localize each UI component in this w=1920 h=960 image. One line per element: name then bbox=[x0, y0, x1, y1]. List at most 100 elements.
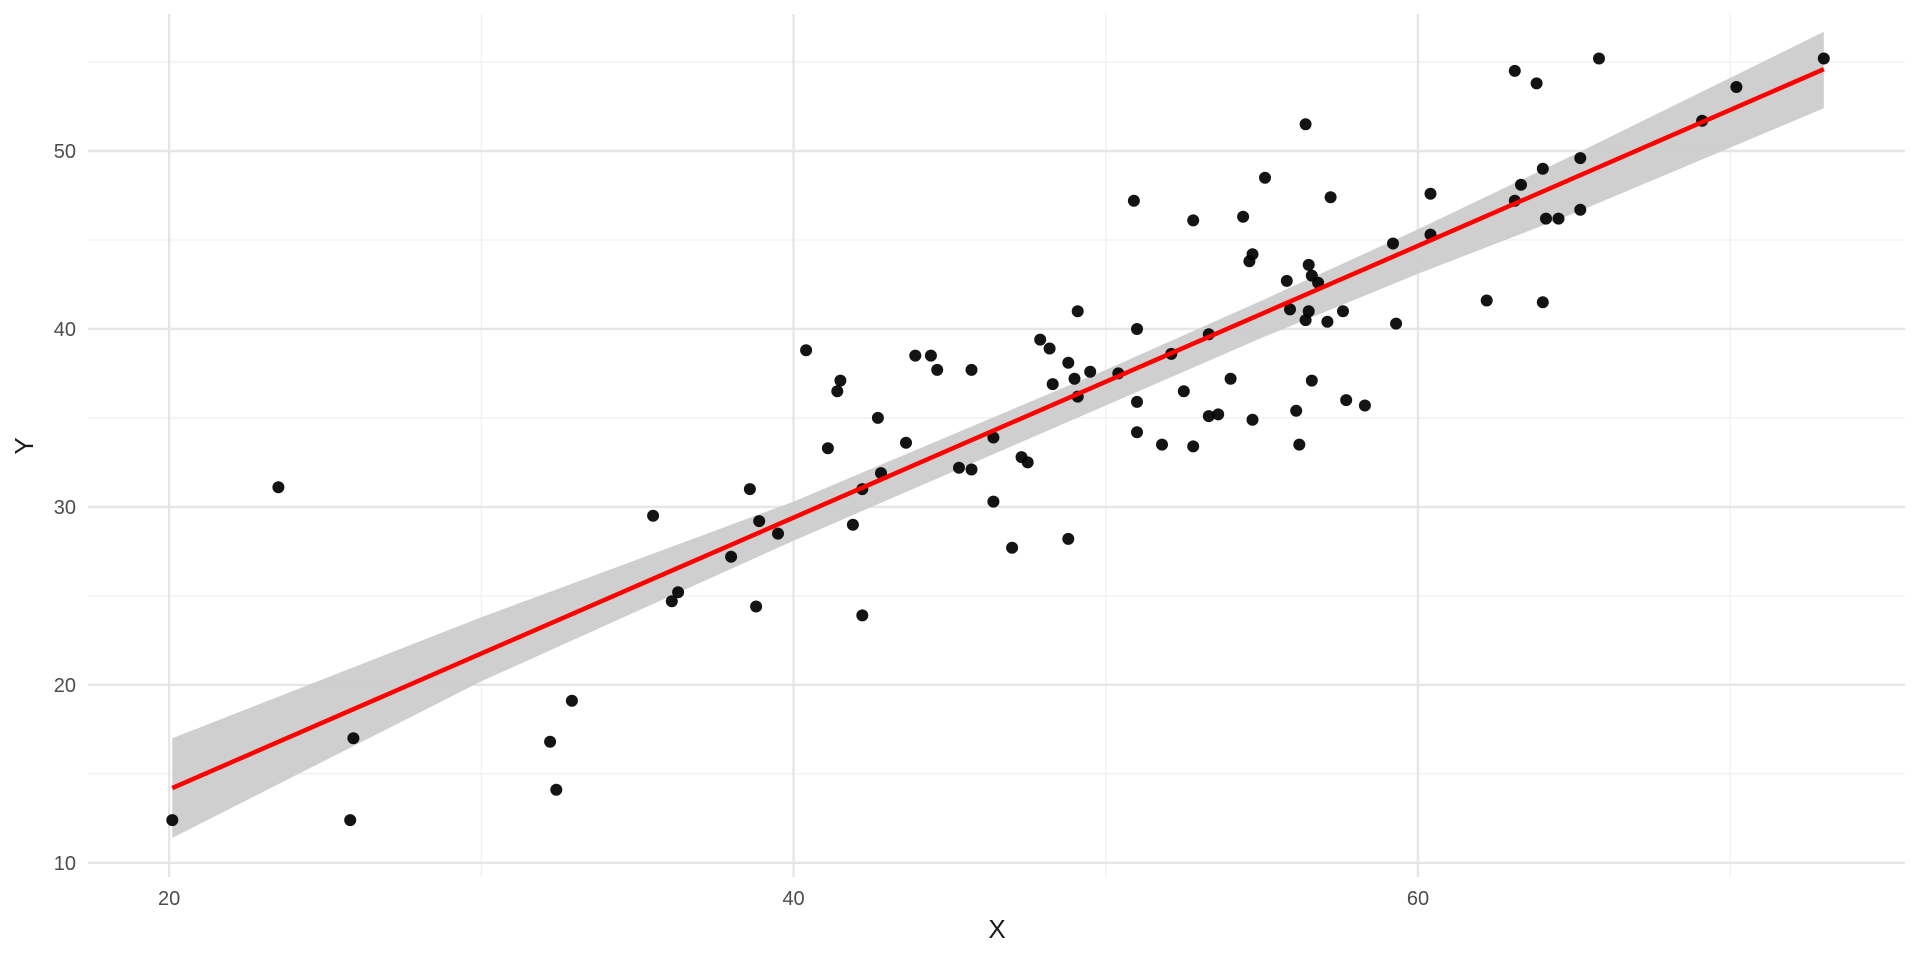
data-point bbox=[900, 436, 912, 449]
data-point bbox=[347, 732, 360, 745]
data-point bbox=[1817, 52, 1830, 65]
x-tick-label: 20 bbox=[158, 888, 180, 910]
y-axis-ticks: 10 20 30 40 50 bbox=[54, 141, 76, 875]
data-point bbox=[1387, 237, 1399, 250]
data-point bbox=[1536, 296, 1549, 309]
data-point bbox=[987, 495, 1000, 508]
fit-line bbox=[171, 67, 1825, 791]
y-tick-label: 10 bbox=[54, 853, 76, 875]
data-point bbox=[1177, 385, 1190, 398]
data-point bbox=[909, 349, 922, 362]
data-point bbox=[1302, 258, 1315, 271]
data-point bbox=[344, 814, 357, 827]
data-point bbox=[1305, 374, 1318, 387]
data-point bbox=[1006, 541, 1019, 554]
data-point bbox=[1021, 456, 1034, 469]
data-point bbox=[1508, 64, 1521, 77]
y-tick-label: 30 bbox=[54, 497, 76, 519]
data-point bbox=[1224, 372, 1237, 385]
data-point bbox=[1480, 294, 1493, 307]
data-point bbox=[1337, 305, 1349, 318]
data-point bbox=[965, 363, 978, 376]
data-point bbox=[725, 550, 738, 563]
y-tick-label: 20 bbox=[54, 675, 76, 697]
data-point bbox=[931, 363, 944, 376]
data-point bbox=[1131, 426, 1143, 439]
data-point bbox=[1593, 52, 1605, 65]
data-point bbox=[750, 600, 763, 613]
data-point bbox=[821, 442, 834, 455]
data-point bbox=[1259, 171, 1271, 184]
data-point bbox=[1574, 203, 1587, 216]
data-point bbox=[1536, 162, 1549, 175]
data-point bbox=[924, 349, 937, 362]
data-point bbox=[1212, 408, 1225, 421]
data-point bbox=[871, 411, 884, 424]
data-point bbox=[743, 483, 756, 496]
data-point bbox=[272, 481, 285, 494]
data-point bbox=[1202, 410, 1215, 423]
data-point bbox=[1530, 77, 1543, 90]
data-point bbox=[1187, 440, 1200, 453]
data-point bbox=[1156, 438, 1168, 451]
data-point bbox=[1062, 356, 1075, 369]
x-tick-label: 60 bbox=[1407, 888, 1429, 910]
data-point bbox=[1131, 323, 1143, 335]
data-point bbox=[1540, 212, 1552, 225]
data-point bbox=[1246, 248, 1259, 261]
data-point bbox=[846, 518, 859, 531]
data-point bbox=[647, 509, 660, 522]
x-axis-title: X bbox=[988, 914, 1005, 944]
data-point bbox=[1246, 413, 1259, 426]
data-point bbox=[1424, 187, 1437, 200]
data-point bbox=[1046, 378, 1059, 391]
data-point bbox=[1280, 274, 1293, 287]
data-point bbox=[1237, 210, 1250, 223]
data-point bbox=[1302, 305, 1315, 318]
data-point bbox=[1515, 178, 1527, 191]
data-point bbox=[1284, 303, 1296, 316]
data-point bbox=[1068, 372, 1081, 385]
data-point bbox=[544, 735, 557, 748]
data-point bbox=[856, 609, 869, 622]
data-point bbox=[953, 461, 965, 474]
data-point bbox=[1299, 118, 1312, 131]
data-point bbox=[672, 586, 685, 599]
data-point bbox=[1062, 532, 1075, 545]
data-point bbox=[1574, 152, 1587, 165]
y-tick-label: 50 bbox=[54, 141, 76, 163]
regression-line bbox=[171, 67, 1825, 791]
data-point bbox=[1071, 305, 1084, 318]
data-point bbox=[1034, 333, 1047, 346]
data-point bbox=[1043, 342, 1056, 355]
data-point bbox=[565, 694, 578, 707]
data-point bbox=[1321, 315, 1334, 328]
data-point bbox=[1730, 81, 1743, 93]
data-point bbox=[1324, 191, 1337, 204]
data-point bbox=[665, 595, 678, 608]
data-point bbox=[772, 527, 784, 540]
data-point bbox=[1293, 438, 1306, 451]
data-point bbox=[1131, 395, 1143, 408]
data-point bbox=[1084, 365, 1097, 378]
data-point bbox=[1552, 212, 1565, 225]
x-axis-ticks: 20 40 60 bbox=[158, 888, 1429, 910]
y-axis-title: Y bbox=[9, 437, 39, 454]
y-tick-label: 40 bbox=[54, 319, 76, 341]
data-point bbox=[1290, 404, 1303, 417]
data-point bbox=[987, 431, 1000, 444]
data-point bbox=[1187, 214, 1200, 227]
data-point bbox=[1358, 399, 1371, 412]
data-point bbox=[831, 385, 844, 398]
data-point bbox=[834, 374, 847, 387]
data-point bbox=[1127, 194, 1140, 207]
data-point bbox=[550, 783, 563, 796]
data-point bbox=[965, 463, 978, 476]
x-tick-label: 40 bbox=[782, 888, 804, 910]
data-point bbox=[753, 515, 766, 528]
data-point bbox=[166, 814, 179, 827]
major-gridlines bbox=[88, 14, 1905, 877]
data-point bbox=[1340, 394, 1353, 407]
data-point bbox=[1390, 317, 1403, 330]
